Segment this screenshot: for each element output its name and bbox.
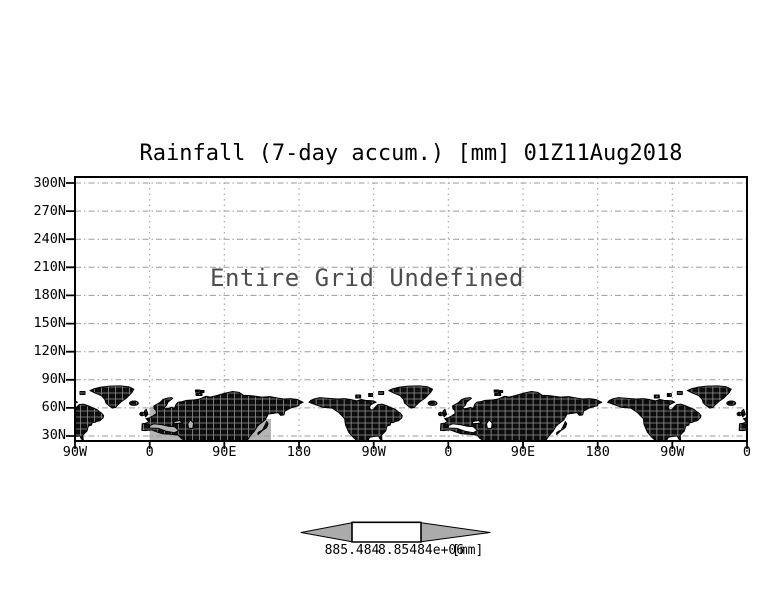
world-map bbox=[76, 385, 746, 440]
x-tick-label: 90W bbox=[361, 444, 386, 460]
x-tick-label: 0 bbox=[742, 444, 752, 460]
y-tick-label: 30N bbox=[41, 427, 66, 443]
x-tick-label: 180 bbox=[585, 444, 610, 460]
colorbar-right-arrow bbox=[420, 522, 491, 543]
colorbar-left-arrow bbox=[300, 522, 353, 543]
y-tick-label: 60N bbox=[41, 399, 66, 415]
undefined-grid-message: Entire Grid Undefined bbox=[210, 264, 524, 292]
colorbar-units-label: [mm] bbox=[452, 543, 484, 558]
gridlines bbox=[75, 177, 747, 441]
y-tick-label: 150N bbox=[33, 315, 66, 331]
colorbar-max-label: 8.85484e+06 bbox=[377, 543, 465, 558]
plot-border bbox=[74, 176, 748, 442]
x-tick-label: 90W bbox=[62, 444, 88, 460]
y-tick-label: 180N bbox=[33, 287, 66, 303]
colorbar-min-label: 885.484 bbox=[324, 543, 380, 558]
y-tick-label: 270N bbox=[33, 203, 66, 219]
y-tick-label: 240N bbox=[33, 231, 66, 247]
axis-tick-marks bbox=[66, 182, 748, 449]
x-tick-label: 90E bbox=[510, 444, 536, 460]
x-tick-label: 90E bbox=[212, 444, 237, 460]
y-tick-label: 300N bbox=[33, 175, 66, 191]
y-tick-label: 90N bbox=[41, 371, 66, 387]
colorbar-range-box bbox=[351, 521, 422, 543]
x-tick-label: 0 bbox=[145, 444, 154, 460]
x-tick-label: 90W bbox=[660, 444, 685, 460]
y-tick-label: 120N bbox=[33, 343, 66, 359]
x-tick-label: 0 bbox=[444, 444, 453, 460]
plot-title: Rainfall (7-day accum.) [mm] 01Z11Aug201… bbox=[139, 141, 683, 166]
x-tick-label: 180 bbox=[286, 444, 312, 460]
y-tick-label: 210N bbox=[33, 259, 66, 275]
colorbar bbox=[300, 521, 491, 543]
